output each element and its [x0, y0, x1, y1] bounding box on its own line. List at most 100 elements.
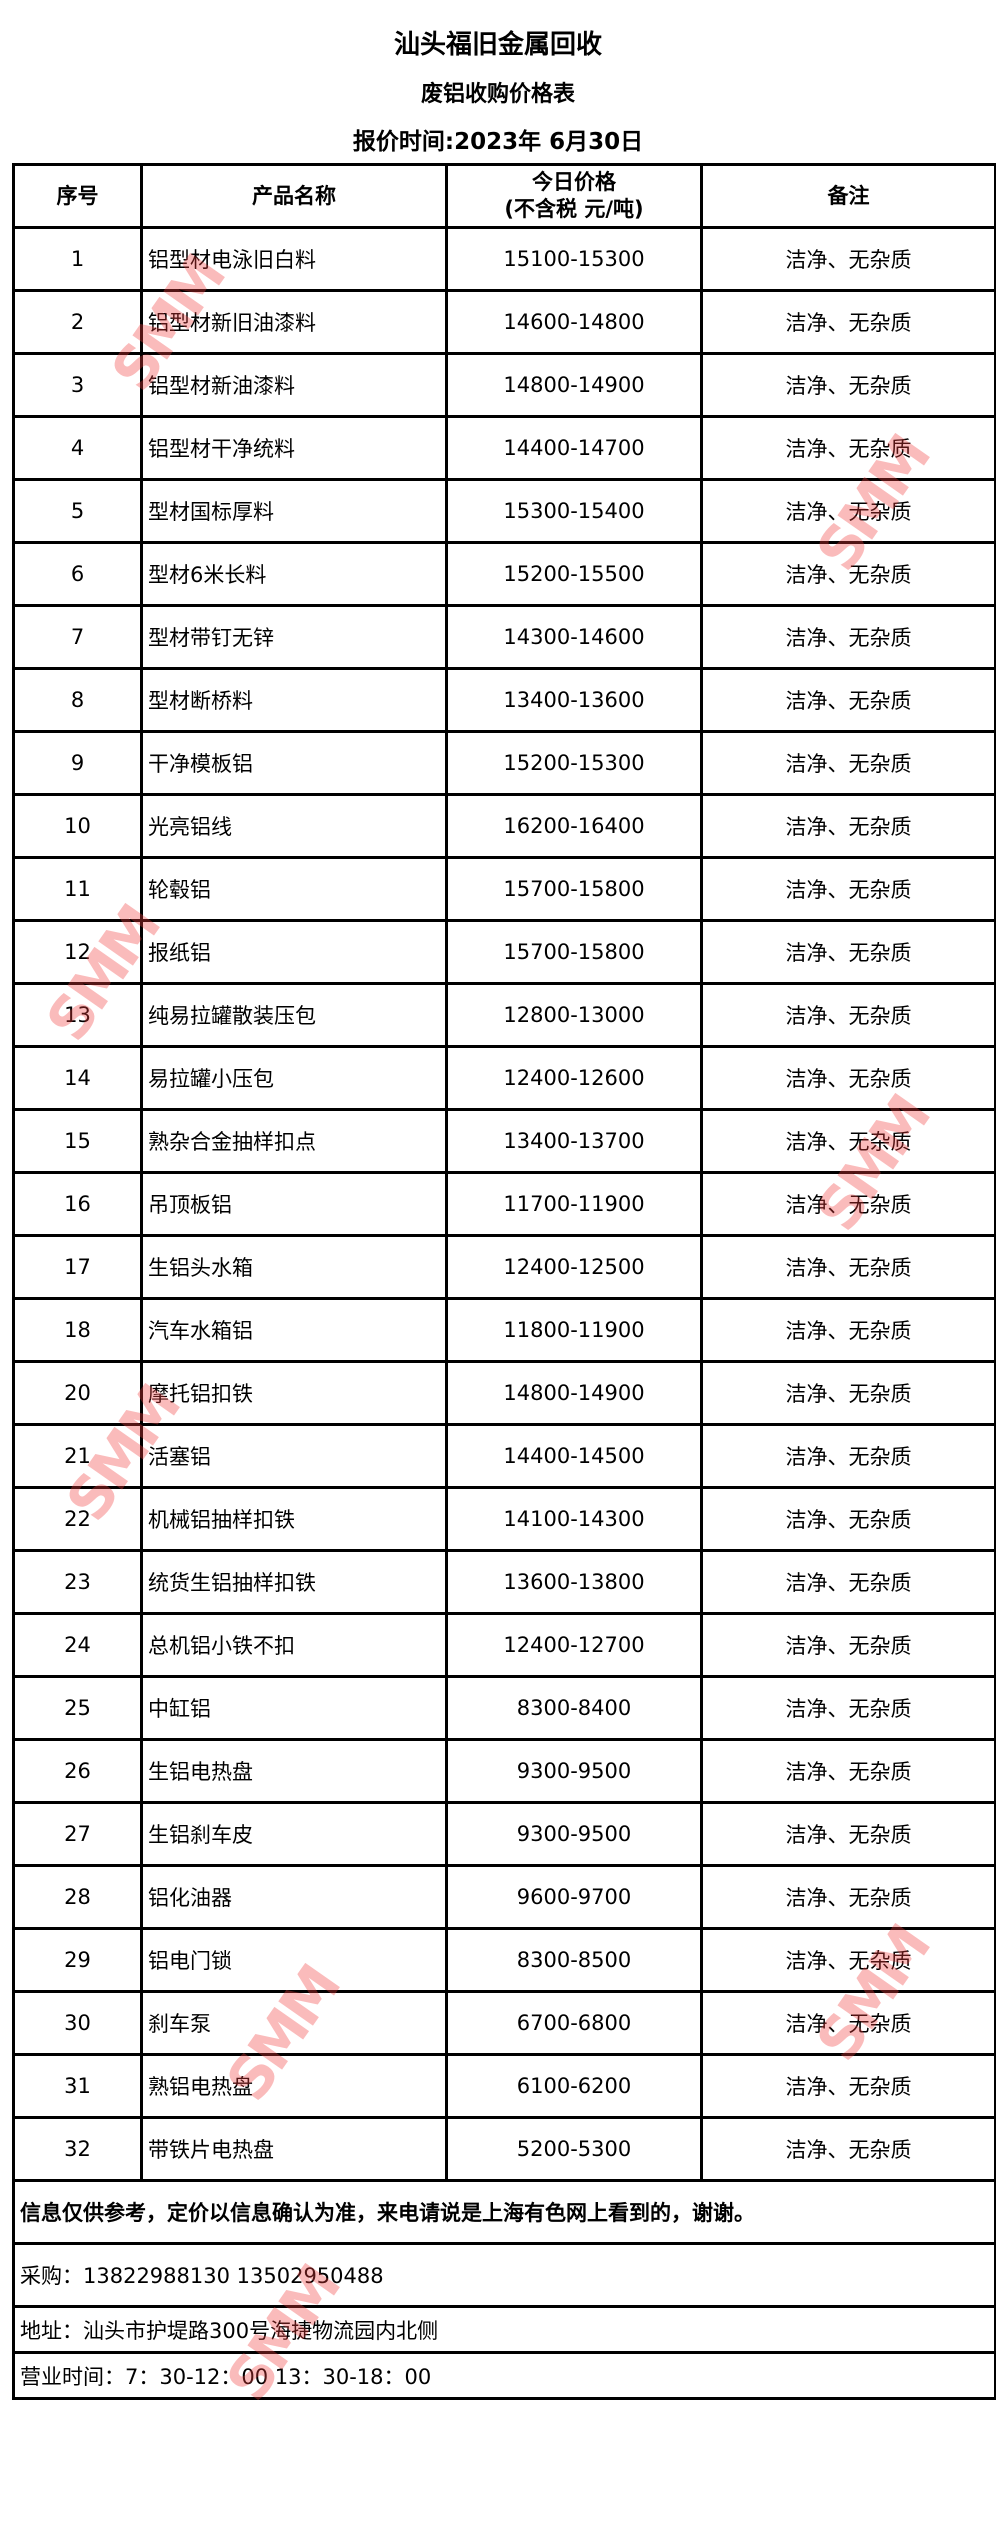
price-range: 8300-8400: [445, 1675, 703, 1741]
product-name: 型材6米长料: [140, 541, 448, 607]
product-name: 铝型材电泳旧白料: [140, 226, 448, 292]
remark: 洁净、无杂质: [700, 541, 996, 607]
table-row: 31 熟铝电热盘 6100-6200 洁净、无杂质: [12, 2053, 996, 2119]
table-row: 28 铝化油器 9600-9700 洁净、无杂质: [12, 1864, 996, 1930]
price-range: 14800-14900: [445, 352, 703, 418]
table-row: 17 生铝头水箱 12400-12500 洁净、无杂质: [12, 1234, 996, 1300]
row-number: 11: [12, 856, 143, 922]
remark: 洁净、无杂质: [700, 793, 996, 859]
row-number: 7: [12, 604, 143, 670]
remark: 洁净、无杂质: [700, 1171, 996, 1237]
table-row: 3 铝型材新油漆料 14800-14900 洁净、无杂质: [12, 352, 996, 418]
remark: 洁净、无杂质: [700, 919, 996, 985]
product-name: 总机铝小铁不扣: [140, 1612, 448, 1678]
product-name: 铝型材新旧油漆料: [140, 289, 448, 355]
product-name: 带铁片电热盘: [140, 2116, 448, 2182]
table-row: 4 铝型材干净统料 14400-14700 洁净、无杂质: [12, 415, 996, 481]
remark: 洁净、无杂质: [700, 856, 996, 922]
product-name: 纯易拉罐散装压包: [140, 982, 448, 1048]
header-note: 备注: [700, 163, 996, 229]
row-number: 15: [12, 1108, 143, 1174]
row-number: 3: [12, 352, 143, 418]
price-range: 9300-9500: [445, 1738, 703, 1804]
table-row: 13 纯易拉罐散装压包 12800-13000 洁净、无杂质: [12, 982, 996, 1048]
price-range: 12800-13000: [445, 982, 703, 1048]
product-name: 汽车水箱铝: [140, 1297, 448, 1363]
table-row: 16 吊顶板铝 11700-11900 洁净、无杂质: [12, 1171, 996, 1237]
footer-notice: 信息仅供参考，定价以信息确认为准，来电请说是上海有色网上看到的，谢谢。: [12, 2179, 996, 2245]
row-number: 27: [12, 1801, 143, 1867]
header-price: 今日价格 (不含税 元/吨): [445, 163, 703, 229]
header-product: 产品名称: [140, 163, 448, 229]
price-range: 9600-9700: [445, 1864, 703, 1930]
table-row: 6 型材6米长料 15200-15500 洁净、无杂质: [12, 541, 996, 607]
product-name: 铝化油器: [140, 1864, 448, 1930]
price-range: 15200-15300: [445, 730, 703, 796]
row-number: 32: [12, 2116, 143, 2182]
row-number: 5: [12, 478, 143, 544]
remark: 洁净、无杂质: [700, 1423, 996, 1489]
product-name: 熟铝电热盘: [140, 2053, 448, 2119]
row-number: 23: [12, 1549, 143, 1615]
remark: 洁净、无杂质: [700, 1360, 996, 1426]
product-name: 生铝电热盘: [140, 1738, 448, 1804]
remark: 洁净、无杂质: [700, 1927, 996, 1993]
row-number: 1: [12, 226, 143, 292]
product-name: 生铝头水箱: [140, 1234, 448, 1300]
price-range: 5200-5300: [445, 2116, 703, 2182]
product-name: 活塞铝: [140, 1423, 448, 1489]
price-range: 14400-14700: [445, 415, 703, 481]
price-range: 9300-9500: [445, 1801, 703, 1867]
table-row: 32 带铁片电热盘 5200-5300 洁净、无杂质: [12, 2116, 996, 2182]
remark: 洁净、无杂质: [700, 667, 996, 733]
product-name: 刹车泵: [140, 1990, 448, 2056]
row-number: 20: [12, 1360, 143, 1426]
remark: 洁净、无杂质: [700, 226, 996, 292]
product-name: 统货生铝抽样扣铁: [140, 1549, 448, 1615]
price-range: 11800-11900: [445, 1297, 703, 1363]
table-row: 9 干净模板铝 15200-15300 洁净、无杂质: [12, 730, 996, 796]
remark: 洁净、无杂质: [700, 352, 996, 418]
product-name: 型材国标厚料: [140, 478, 448, 544]
header-no: 序号: [12, 163, 143, 229]
price-range: 12400-12500: [445, 1234, 703, 1300]
table-row: 22 机械铝抽样扣铁 14100-14300 洁净、无杂质: [12, 1486, 996, 1552]
price-range: 14400-14500: [445, 1423, 703, 1489]
remark: 洁净、无杂质: [700, 1612, 996, 1678]
footer-hours: 营业时间：7：30-12：00 13：30-18：00: [12, 2351, 996, 2400]
table-row: 25 中缸铝 8300-8400 洁净、无杂质: [12, 1675, 996, 1741]
remark: 洁净、无杂质: [700, 730, 996, 796]
row-number: 18: [12, 1297, 143, 1363]
row-number: 28: [12, 1864, 143, 1930]
table-row: 26 生铝电热盘 9300-9500 洁净、无杂质: [12, 1738, 996, 1804]
price-range: 13400-13600: [445, 667, 703, 733]
table-row: 20 摩托铝扣铁 14800-14900 洁净、无杂质: [12, 1360, 996, 1426]
price-range: 15700-15800: [445, 856, 703, 922]
row-number: 17: [12, 1234, 143, 1300]
table-row: 12 报纸铝 15700-15800 洁净、无杂质: [12, 919, 996, 985]
table-row: 18 汽车水箱铝 11800-11900 洁净、无杂质: [12, 1297, 996, 1363]
product-name: 生铝刹车皮: [140, 1801, 448, 1867]
company-title: 汕头福旧金属回收: [393, 30, 602, 60]
row-number: 29: [12, 1927, 143, 1993]
price-range: 14600-14800: [445, 289, 703, 355]
price-range: 14100-14300: [445, 1486, 703, 1552]
table-row: 23 统货生铝抽样扣铁 13600-13800 洁净、无杂质: [12, 1549, 996, 1615]
table-row: 30 刹车泵 6700-6800 洁净、无杂质: [12, 1990, 996, 2056]
product-name: 熟杂合金抽样扣点: [140, 1108, 448, 1174]
remark: 洁净、无杂质: [700, 1801, 996, 1867]
remark: 洁净、无杂质: [700, 478, 996, 544]
remark: 洁净、无杂质: [700, 1297, 996, 1363]
remark: 洁净、无杂质: [700, 2116, 996, 2182]
remark: 洁净、无杂质: [700, 289, 996, 355]
product-name: 轮毂铝: [140, 856, 448, 922]
price-range: 8300-8500: [445, 1927, 703, 1993]
remark: 洁净、无杂质: [700, 1864, 996, 1930]
row-number: 24: [12, 1612, 143, 1678]
row-number: 30: [12, 1990, 143, 2056]
table-row: 1 铝型材电泳旧白料 15100-15300 洁净、无杂质: [12, 226, 996, 292]
row-number: 6: [12, 541, 143, 607]
remark: 洁净、无杂质: [700, 415, 996, 481]
footer-notice-row: 信息仅供参考，定价以信息确认为准，来电请说是上海有色网上看到的，谢谢。: [12, 2179, 996, 2245]
table-row: 29 铝电门锁 8300-8500 洁净、无杂质: [12, 1927, 996, 1993]
